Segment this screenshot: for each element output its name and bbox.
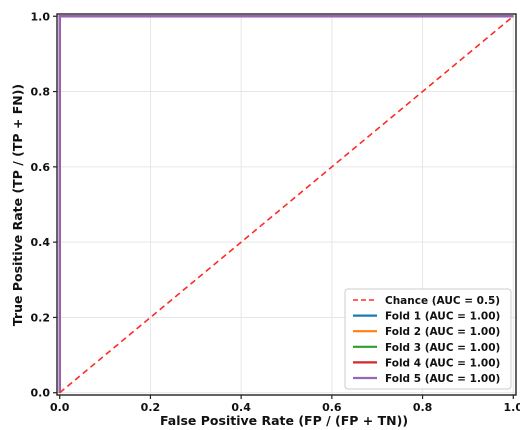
legend-label: Chance (AUC = 0.5) — [385, 295, 500, 307]
y-tick-label: 1.0 — [31, 10, 51, 23]
plot-frame — [56, 13, 517, 396]
legend: Chance (AUC = 0.5) Fold 1 (AUC = 1.00) Fol… — [344, 288, 512, 390]
legend-label: Fold 2 (AUC = 1.00) — [385, 326, 500, 338]
y-tick-label: 0.6 — [31, 161, 51, 174]
series-line-fold-5 — [58, 15, 514, 393]
legend-label: Fold 4 (AUC = 1.00) — [385, 357, 500, 369]
x-tick-label: 0.6 — [322, 401, 342, 414]
x-axis-title: False Positive Rate (FP / (FP + TN)) — [160, 413, 408, 428]
legend-label: Fold 3 (AUC = 1.00) — [385, 342, 500, 354]
y-tick-label: 0.8 — [31, 86, 51, 99]
ticks: 0.0 0.2 0.4 0.6 0.8 1.0 0.0 0.2 0.4 0.6 0.8 1.0 — [31, 10, 520, 414]
y-axis-title: True Positive Rate (TP / (TP + FN)) — [10, 84, 25, 326]
y-tick-label: 0.4 — [31, 236, 51, 249]
y-tick-label: 0.2 — [31, 311, 51, 324]
legend-label: Fold 5 (AUC = 1.00) — [385, 373, 500, 385]
series-layer — [58, 15, 514, 394]
x-tick-label: 0.8 — [413, 401, 433, 414]
x-tick-label: 0.0 — [50, 401, 70, 414]
legend-label: Fold 1 (AUC = 1.00) — [385, 311, 500, 323]
series-line-chance — [59, 15, 514, 394]
x-tick-label: 0.4 — [231, 401, 251, 414]
legend-box — [344, 288, 512, 390]
x-tick-label: 1.0 — [504, 401, 520, 414]
x-tick-label: 0.2 — [141, 401, 161, 414]
y-tick-label: 0.0 — [31, 387, 51, 400]
grid — [57, 14, 516, 395]
